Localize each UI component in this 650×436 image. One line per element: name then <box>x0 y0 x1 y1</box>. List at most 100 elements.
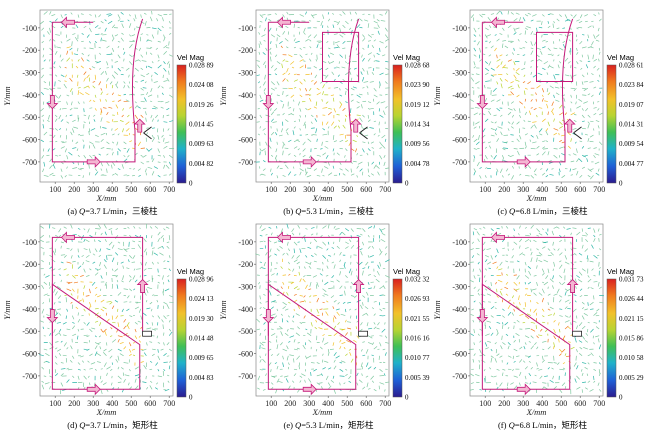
velocity-vector <box>530 251 533 256</box>
velocity-vector <box>49 158 53 163</box>
velocity-vector <box>265 47 268 51</box>
velocity-vector <box>543 259 549 263</box>
velocity-vector <box>147 39 153 42</box>
velocity-vector <box>594 161 600 165</box>
velocity-vector <box>102 127 107 129</box>
velocity-vector <box>60 74 65 78</box>
velocity-vector <box>106 255 108 261</box>
velocity-vector <box>549 379 554 383</box>
velocity-vector <box>473 275 476 279</box>
velocity-vector <box>495 281 497 285</box>
velocity-vector <box>367 226 373 229</box>
velocity-vector <box>384 322 386 325</box>
velocity-vector <box>163 34 165 38</box>
velocity-vector <box>593 14 597 17</box>
velocity-vector <box>100 20 104 24</box>
velocity-vector <box>52 134 56 139</box>
velocity-vector <box>589 140 594 143</box>
velocity-vector <box>332 306 335 310</box>
velocity-vector <box>263 293 266 296</box>
velocity-vector <box>77 318 81 323</box>
velocity-vector <box>536 265 538 269</box>
velocity-vector <box>584 367 588 370</box>
colorbar-tick-label: 0.010 58 <box>619 354 644 362</box>
velocity-vector <box>551 367 554 370</box>
velocity-vector <box>276 81 280 86</box>
velocity-vector <box>576 231 581 236</box>
velocity-vector <box>494 132 497 136</box>
velocity-vector <box>83 334 88 337</box>
velocity-vector <box>471 73 474 76</box>
colorbar-tick-label: 0.021 15 <box>619 315 644 323</box>
velocity-vector <box>478 359 480 363</box>
velocity-vector <box>524 141 527 147</box>
velocity-vector <box>54 291 58 296</box>
velocity-vector <box>323 360 329 363</box>
velocity-vector <box>157 238 160 243</box>
velocity-vector <box>270 168 272 172</box>
velocity-vector <box>488 389 492 393</box>
velocity-vector <box>507 24 512 29</box>
velocity-vector <box>127 324 130 330</box>
velocity-vector <box>302 344 306 350</box>
velocity-vector <box>114 299 119 303</box>
velocity-vector <box>298 365 301 370</box>
x-axis-label: X/mm <box>96 407 117 417</box>
velocity-vector <box>283 375 289 378</box>
velocity-vector <box>96 61 101 64</box>
velocity-vector <box>100 368 103 370</box>
velocity-vector <box>60 254 66 256</box>
velocity-vector <box>362 141 366 144</box>
velocity-vector <box>564 315 569 318</box>
velocity-vector <box>157 64 162 69</box>
velocity-vector <box>547 293 551 296</box>
velocity-vector <box>325 311 329 316</box>
velocity-vector <box>496 332 499 336</box>
velocity-vector <box>550 32 554 35</box>
velocity-vector <box>138 174 141 177</box>
velocity-vector <box>502 27 505 31</box>
velocity-vector <box>263 88 266 92</box>
velocity-vector <box>584 248 589 252</box>
velocity-vector <box>587 278 592 283</box>
velocity-vector <box>583 87 588 91</box>
velocity-vector <box>510 91 514 96</box>
velocity-vector <box>373 346 378 350</box>
velocity-vector <box>547 121 550 127</box>
velocity-vector <box>576 275 580 279</box>
velocity-vector <box>162 74 164 79</box>
velocity-vector <box>582 234 587 237</box>
velocity-vector <box>71 315 75 320</box>
velocity-vector <box>557 54 560 57</box>
velocity-vector <box>296 255 300 259</box>
velocity-vector <box>313 260 317 263</box>
velocity-vector <box>490 154 493 158</box>
velocity-vector <box>385 61 389 63</box>
velocity-vector <box>487 340 492 343</box>
velocity-vector <box>507 355 512 358</box>
velocity-vector <box>599 112 603 116</box>
velocity-vector <box>524 366 528 370</box>
velocity-vector <box>92 81 96 83</box>
colorbar-title: Vel Mag <box>177 267 204 276</box>
velocity-vector <box>475 121 480 125</box>
velocity-vector <box>111 305 115 310</box>
velocity-vector <box>597 125 600 129</box>
velocity-vector <box>305 73 310 76</box>
velocity-vector <box>479 59 482 62</box>
velocity-vector <box>373 94 378 98</box>
velocity-vector <box>111 34 114 38</box>
velocity-vector <box>100 328 104 333</box>
velocity-vector <box>501 272 503 276</box>
velocity-vector <box>472 358 475 363</box>
velocity-vector <box>581 81 584 85</box>
velocity-vector <box>589 260 594 263</box>
velocity-vector <box>519 225 521 229</box>
velocity-vector <box>163 301 168 305</box>
velocity-vector <box>100 380 103 383</box>
velocity-vector <box>259 313 263 316</box>
velocity-vector <box>536 234 540 237</box>
velocity-vector <box>117 54 121 59</box>
velocity-vector <box>145 375 147 380</box>
velocity-vector <box>89 367 93 370</box>
